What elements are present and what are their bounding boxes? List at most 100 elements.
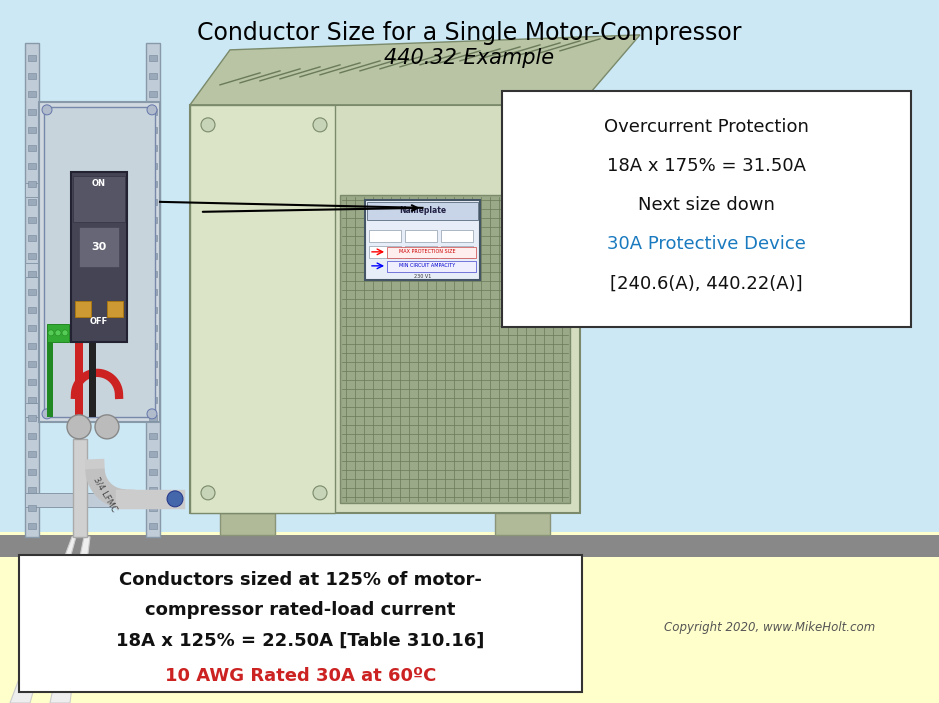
Bar [28,361,36,367]
Text: compressor rated-load current: compressor rated-load current [146,601,455,619]
Bar [190,105,335,513]
Text: Conductors sized at 125% of motor-: Conductors sized at 125% of motor- [119,571,482,588]
Bar [405,246,437,258]
Bar [149,433,157,439]
Circle shape [147,409,157,419]
Bar [149,199,157,205]
Bar [28,523,36,529]
Bar [149,55,157,61]
Bar [149,379,157,385]
Bar [0,0,939,552]
Circle shape [42,409,52,419]
Bar [28,127,36,133]
Bar [149,505,157,511]
Circle shape [147,105,157,115]
Circle shape [167,491,183,507]
Bar [149,307,157,313]
Bar [19,555,582,692]
Bar [0,532,939,703]
Bar [149,469,157,475]
Polygon shape [10,537,76,703]
Bar [405,230,437,242]
Circle shape [201,486,215,500]
Bar [0,535,939,557]
Text: ON: ON [92,179,106,188]
Text: 230 V1: 230 V1 [414,274,431,279]
Bar [369,230,401,242]
Text: 3/4 LFMC: 3/4 LFMC [91,475,118,513]
Bar [28,271,36,277]
Bar [149,109,157,115]
Bar [79,227,119,267]
Bar [369,246,401,258]
Bar [75,301,91,317]
Bar [28,343,36,349]
Bar [149,343,157,349]
Bar [149,73,157,79]
Circle shape [313,486,327,500]
Text: 18A x 175% = 31.50A: 18A x 175% = 31.50A [608,157,806,175]
Text: Overcurrent Protection: Overcurrent Protection [604,117,809,136]
Bar [220,513,275,535]
Bar [495,513,550,535]
Bar [28,91,36,97]
Bar [28,55,36,61]
Bar [28,217,36,223]
Text: 30A Protective Device: 30A Protective Device [608,236,806,254]
Bar [28,253,36,259]
Text: Next size down: Next size down [639,196,775,214]
Bar [149,523,157,529]
Bar [28,235,36,241]
Bar [28,487,36,493]
Bar [47,324,69,342]
Circle shape [48,330,54,336]
Bar [28,163,36,169]
Bar [149,163,157,169]
Bar [365,200,480,280]
Bar [190,105,580,513]
Bar [146,43,160,537]
Bar [28,307,36,313]
Text: 10 AWG Rated 30A at 60ºC: 10 AWG Rated 30A at 60ºC [164,666,437,685]
Bar [47,337,53,417]
Bar [28,325,36,331]
Bar [28,433,36,439]
Bar [149,289,157,295]
Circle shape [67,415,91,439]
Bar [73,439,87,537]
Circle shape [95,415,119,439]
Text: Conductor Size for a Single Motor-Compressor: Conductor Size for a Single Motor-Compre… [197,21,741,45]
Bar [367,202,478,220]
Bar [441,230,473,242]
Bar [89,342,96,417]
Text: OFF: OFF [90,317,108,326]
Bar [28,199,36,205]
Bar [441,246,473,258]
Bar [25,403,160,417]
Bar [28,379,36,385]
Bar [25,493,160,507]
Bar [28,451,36,457]
Bar [149,415,157,421]
Bar [149,217,157,223]
Bar [39,102,160,422]
Bar [149,361,157,367]
Text: 440.32 Example: 440.32 Example [384,48,554,68]
Text: [240.6(A), 440.22(A)]: [240.6(A), 440.22(A)] [610,275,803,292]
Polygon shape [50,537,90,703]
Bar [44,107,155,417]
Bar [28,469,36,475]
Bar [149,487,157,493]
Text: MIN CIRCUIT AMPACITY: MIN CIRCUIT AMPACITY [399,264,455,269]
Text: 18A x 125% = 22.50A [Table 310.16]: 18A x 125% = 22.50A [Table 310.16] [116,632,485,650]
Text: Nameplate: Nameplate [399,207,446,215]
Bar [502,91,911,327]
Bar [107,301,123,317]
Circle shape [42,105,52,115]
Circle shape [313,118,327,132]
Bar [149,253,157,259]
Bar [28,289,36,295]
Bar [75,342,83,417]
Bar [149,145,157,151]
Bar [149,451,157,457]
